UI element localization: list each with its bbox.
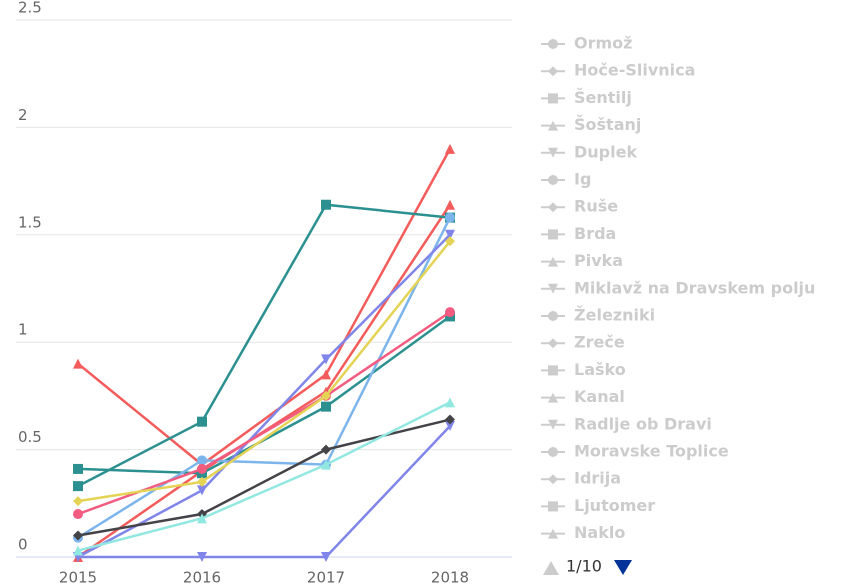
- legend-label[interactable]: Hoče-Slivnica: [574, 61, 695, 80]
- legend-label[interactable]: Ljutomer: [574, 496, 655, 515]
- data-point: [445, 199, 455, 210]
- y-tick-label: 1.5: [18, 213, 42, 231]
- data-point: [321, 444, 331, 455]
- data-point: [321, 390, 331, 401]
- data-point: [445, 229, 455, 240]
- x-tick-label: 2016: [183, 569, 221, 587]
- legend-label[interactable]: Ormož: [574, 34, 632, 53]
- legend-label[interactable]: Zreče: [574, 333, 625, 352]
- data-point: [445, 212, 455, 223]
- data-point: [197, 476, 207, 487]
- series-line: [77, 233, 451, 559]
- legend-symbol: [548, 120, 558, 131]
- series-line: [77, 148, 452, 467]
- legend-label[interactable]: Pivka: [574, 251, 623, 270]
- legend-symbol: [548, 311, 558, 321]
- legend-page: 1/10: [566, 557, 602, 576]
- legend-symbol: [548, 338, 558, 349]
- data-point: [321, 354, 331, 365]
- data-point: [73, 481, 83, 492]
- data-point: [197, 485, 207, 496]
- legend-symbol: [548, 256, 558, 267]
- legend-label[interactable]: Šoštanj: [574, 115, 641, 134]
- y-tick-label: 2.5: [18, 0, 42, 17]
- data-point: [73, 530, 83, 541]
- data-point: [73, 509, 83, 520]
- data-point: [445, 143, 455, 154]
- data-point: [321, 199, 331, 210]
- legend-symbol: [548, 202, 558, 213]
- data-point: [445, 236, 455, 247]
- legend-label[interactable]: Železniki: [574, 306, 655, 325]
- x-tick-label: 2015: [59, 569, 97, 587]
- legend-page-up[interactable]: [543, 561, 559, 575]
- legend-label[interactable]: Idrija: [574, 469, 621, 488]
- data-point: [197, 416, 207, 427]
- legend-label[interactable]: Ruše: [574, 197, 618, 216]
- legend-label[interactable]: Kanal: [574, 387, 625, 406]
- data-point: [73, 358, 83, 369]
- x-tick-label: 2018: [431, 569, 469, 587]
- legend-label[interactable]: Laško: [574, 360, 626, 379]
- legend-label[interactable]: Radlje ob Dravi: [574, 414, 712, 433]
- series-line: [77, 203, 451, 488]
- data-point: [197, 552, 207, 562]
- data-point: [73, 463, 83, 474]
- series-line: [77, 401, 451, 552]
- legend-symbol: [548, 66, 558, 77]
- data-point: [445, 397, 455, 408]
- legend-symbol: [548, 447, 558, 457]
- legend-label[interactable]: Miklavž na Dravskem polju: [574, 278, 815, 297]
- legend-symbol: [548, 39, 558, 49]
- data-point: [197, 513, 207, 524]
- legend-symbol: [548, 365, 558, 376]
- data-point: [445, 414, 455, 425]
- series-line: [78, 425, 451, 559]
- legend-symbol: [548, 229, 558, 240]
- data-point: [73, 496, 83, 507]
- legend-label[interactable]: Naklo: [574, 523, 625, 542]
- data-point: [445, 420, 455, 431]
- data-point: [197, 455, 207, 466]
- data-point: [73, 545, 83, 556]
- legend-symbol: [548, 147, 558, 158]
- legend-symbol: [548, 419, 558, 430]
- legend-label[interactable]: Ig: [574, 170, 591, 189]
- y-tick-label: 1: [18, 321, 28, 339]
- y-tick-label: 0: [18, 536, 28, 554]
- data-point: [321, 459, 331, 470]
- legend-symbol: [548, 501, 558, 512]
- data-point: [321, 552, 331, 562]
- legend-symbol: [548, 474, 558, 485]
- data-point: [321, 369, 331, 380]
- data-point: [197, 463, 207, 474]
- series-line: [77, 240, 451, 503]
- data-point: [445, 307, 455, 318]
- series-line: [77, 217, 452, 539]
- legend-symbol: [548, 93, 558, 104]
- legend-symbol: [548, 175, 558, 185]
- data-point: [321, 401, 331, 412]
- legend-label[interactable]: Brda: [574, 224, 616, 243]
- y-tick-label: 2: [18, 106, 28, 124]
- legend-symbol: [548, 528, 558, 539]
- legend-label[interactable]: Duplek: [574, 142, 637, 161]
- legend-symbol: [548, 283, 558, 294]
- legend-page-down[interactable]: [614, 560, 632, 575]
- legend-label[interactable]: Šentilj: [574, 88, 632, 107]
- legend-symbol: [548, 392, 558, 403]
- x-tick-label: 2017: [307, 569, 345, 587]
- legend-label[interactable]: Moravske Toplice: [574, 442, 729, 461]
- y-tick-label: 0.5: [18, 428, 42, 446]
